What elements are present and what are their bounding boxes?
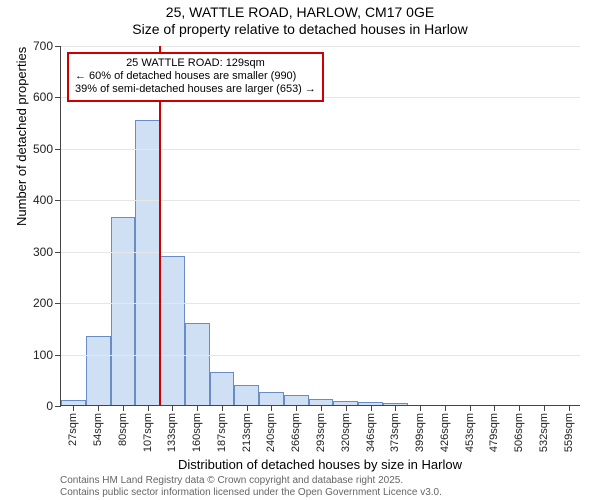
y-tick <box>55 355 61 356</box>
title-block: 25, WATTLE ROAD, HARLOW, CM17 0GE Size o… <box>0 4 600 38</box>
x-tick <box>247 405 248 411</box>
y-tick-label: 300 <box>33 245 53 259</box>
y-tick <box>55 149 61 150</box>
x-tick-label: 559sqm <box>563 413 575 452</box>
y-tick-label: 400 <box>33 193 53 207</box>
x-tick <box>222 405 223 411</box>
y-tick-label: 700 <box>33 39 53 53</box>
x-tick <box>371 405 372 411</box>
x-tick-label: 266sqm <box>290 413 302 452</box>
x-axis-label: Distribution of detached houses by size … <box>60 457 580 472</box>
chart-container: 25, WATTLE ROAD, HARLOW, CM17 0GE Size o… <box>0 0 600 500</box>
x-tick <box>445 405 446 411</box>
x-tick <box>569 405 570 411</box>
bar <box>111 217 136 405</box>
y-tick-label: 100 <box>33 348 53 362</box>
x-tick-label: 213sqm <box>241 413 253 452</box>
x-tick-label: 373sqm <box>389 413 401 452</box>
x-tick <box>321 405 322 411</box>
x-tick-label: 27sqm <box>67 413 79 446</box>
x-tick <box>296 405 297 411</box>
grid-line <box>61 46 580 47</box>
x-tick-label: 479sqm <box>488 413 500 452</box>
x-tick <box>494 405 495 411</box>
x-tick <box>271 405 272 411</box>
y-tick-label: 200 <box>33 296 53 310</box>
plot-area: 010020030040050060070027sqm54sqm80sqm107… <box>60 46 580 406</box>
bar <box>234 385 259 405</box>
x-tick <box>544 405 545 411</box>
annotation-line: 39% of semi-detached houses are larger (… <box>75 83 316 96</box>
footer-line-2: Contains public sector information licen… <box>60 487 442 499</box>
y-axis-label: Number of detached properties <box>14 47 29 226</box>
y-tick-label: 0 <box>46 399 53 413</box>
x-tick <box>148 405 149 411</box>
x-tick-label: 426sqm <box>439 413 451 452</box>
x-tick-label: 133sqm <box>166 413 178 452</box>
x-tick-label: 54sqm <box>92 413 104 446</box>
x-tick <box>420 405 421 411</box>
x-tick <box>123 405 124 411</box>
y-tick-label: 500 <box>33 142 53 156</box>
x-tick-label: 506sqm <box>513 413 525 452</box>
x-tick-label: 293sqm <box>315 413 327 452</box>
y-tick <box>55 252 61 253</box>
y-tick <box>55 406 61 407</box>
annotation-line: 25 WATTLE ROAD: 129sqm <box>75 57 316 70</box>
x-tick <box>172 405 173 411</box>
x-tick <box>73 405 74 411</box>
bar <box>284 395 309 405</box>
grid-line <box>61 303 580 304</box>
bar <box>185 323 210 405</box>
grid-line <box>61 355 580 356</box>
x-tick-label: 532sqm <box>538 413 550 452</box>
bar <box>210 372 235 405</box>
x-tick-label: 320sqm <box>340 413 352 452</box>
x-tick-label: 346sqm <box>365 413 377 452</box>
x-tick <box>519 405 520 411</box>
bar <box>160 256 185 405</box>
x-tick <box>197 405 198 411</box>
x-tick <box>470 405 471 411</box>
x-tick-label: 160sqm <box>191 413 203 452</box>
y-tick-label: 600 <box>33 90 53 104</box>
x-tick-label: 399sqm <box>414 413 426 452</box>
x-tick-label: 107sqm <box>142 413 154 452</box>
chart-subtitle: Size of property relative to detached ho… <box>0 21 600 38</box>
x-tick-label: 80sqm <box>117 413 129 446</box>
grid-line <box>61 200 580 201</box>
y-tick <box>55 200 61 201</box>
y-tick <box>55 97 61 98</box>
x-tick <box>98 405 99 411</box>
grid-line <box>61 252 580 253</box>
x-tick-label: 453sqm <box>464 413 476 452</box>
annotation-line: ← 60% of detached houses are smaller (99… <box>75 70 316 83</box>
bar <box>259 392 284 405</box>
bar <box>86 336 111 405</box>
grid-line <box>61 149 580 150</box>
footer-line-1: Contains HM Land Registry data © Crown c… <box>60 475 442 487</box>
y-tick <box>55 303 61 304</box>
y-tick <box>55 46 61 47</box>
footer: Contains HM Land Registry data © Crown c… <box>60 475 442 498</box>
x-tick <box>395 405 396 411</box>
x-tick-label: 240sqm <box>265 413 277 452</box>
x-tick <box>346 405 347 411</box>
bar <box>135 120 160 405</box>
annotation-box: 25 WATTLE ROAD: 129sqm← 60% of detached … <box>67 52 324 102</box>
chart-title: 25, WATTLE ROAD, HARLOW, CM17 0GE <box>0 4 600 21</box>
x-tick-label: 187sqm <box>216 413 228 452</box>
